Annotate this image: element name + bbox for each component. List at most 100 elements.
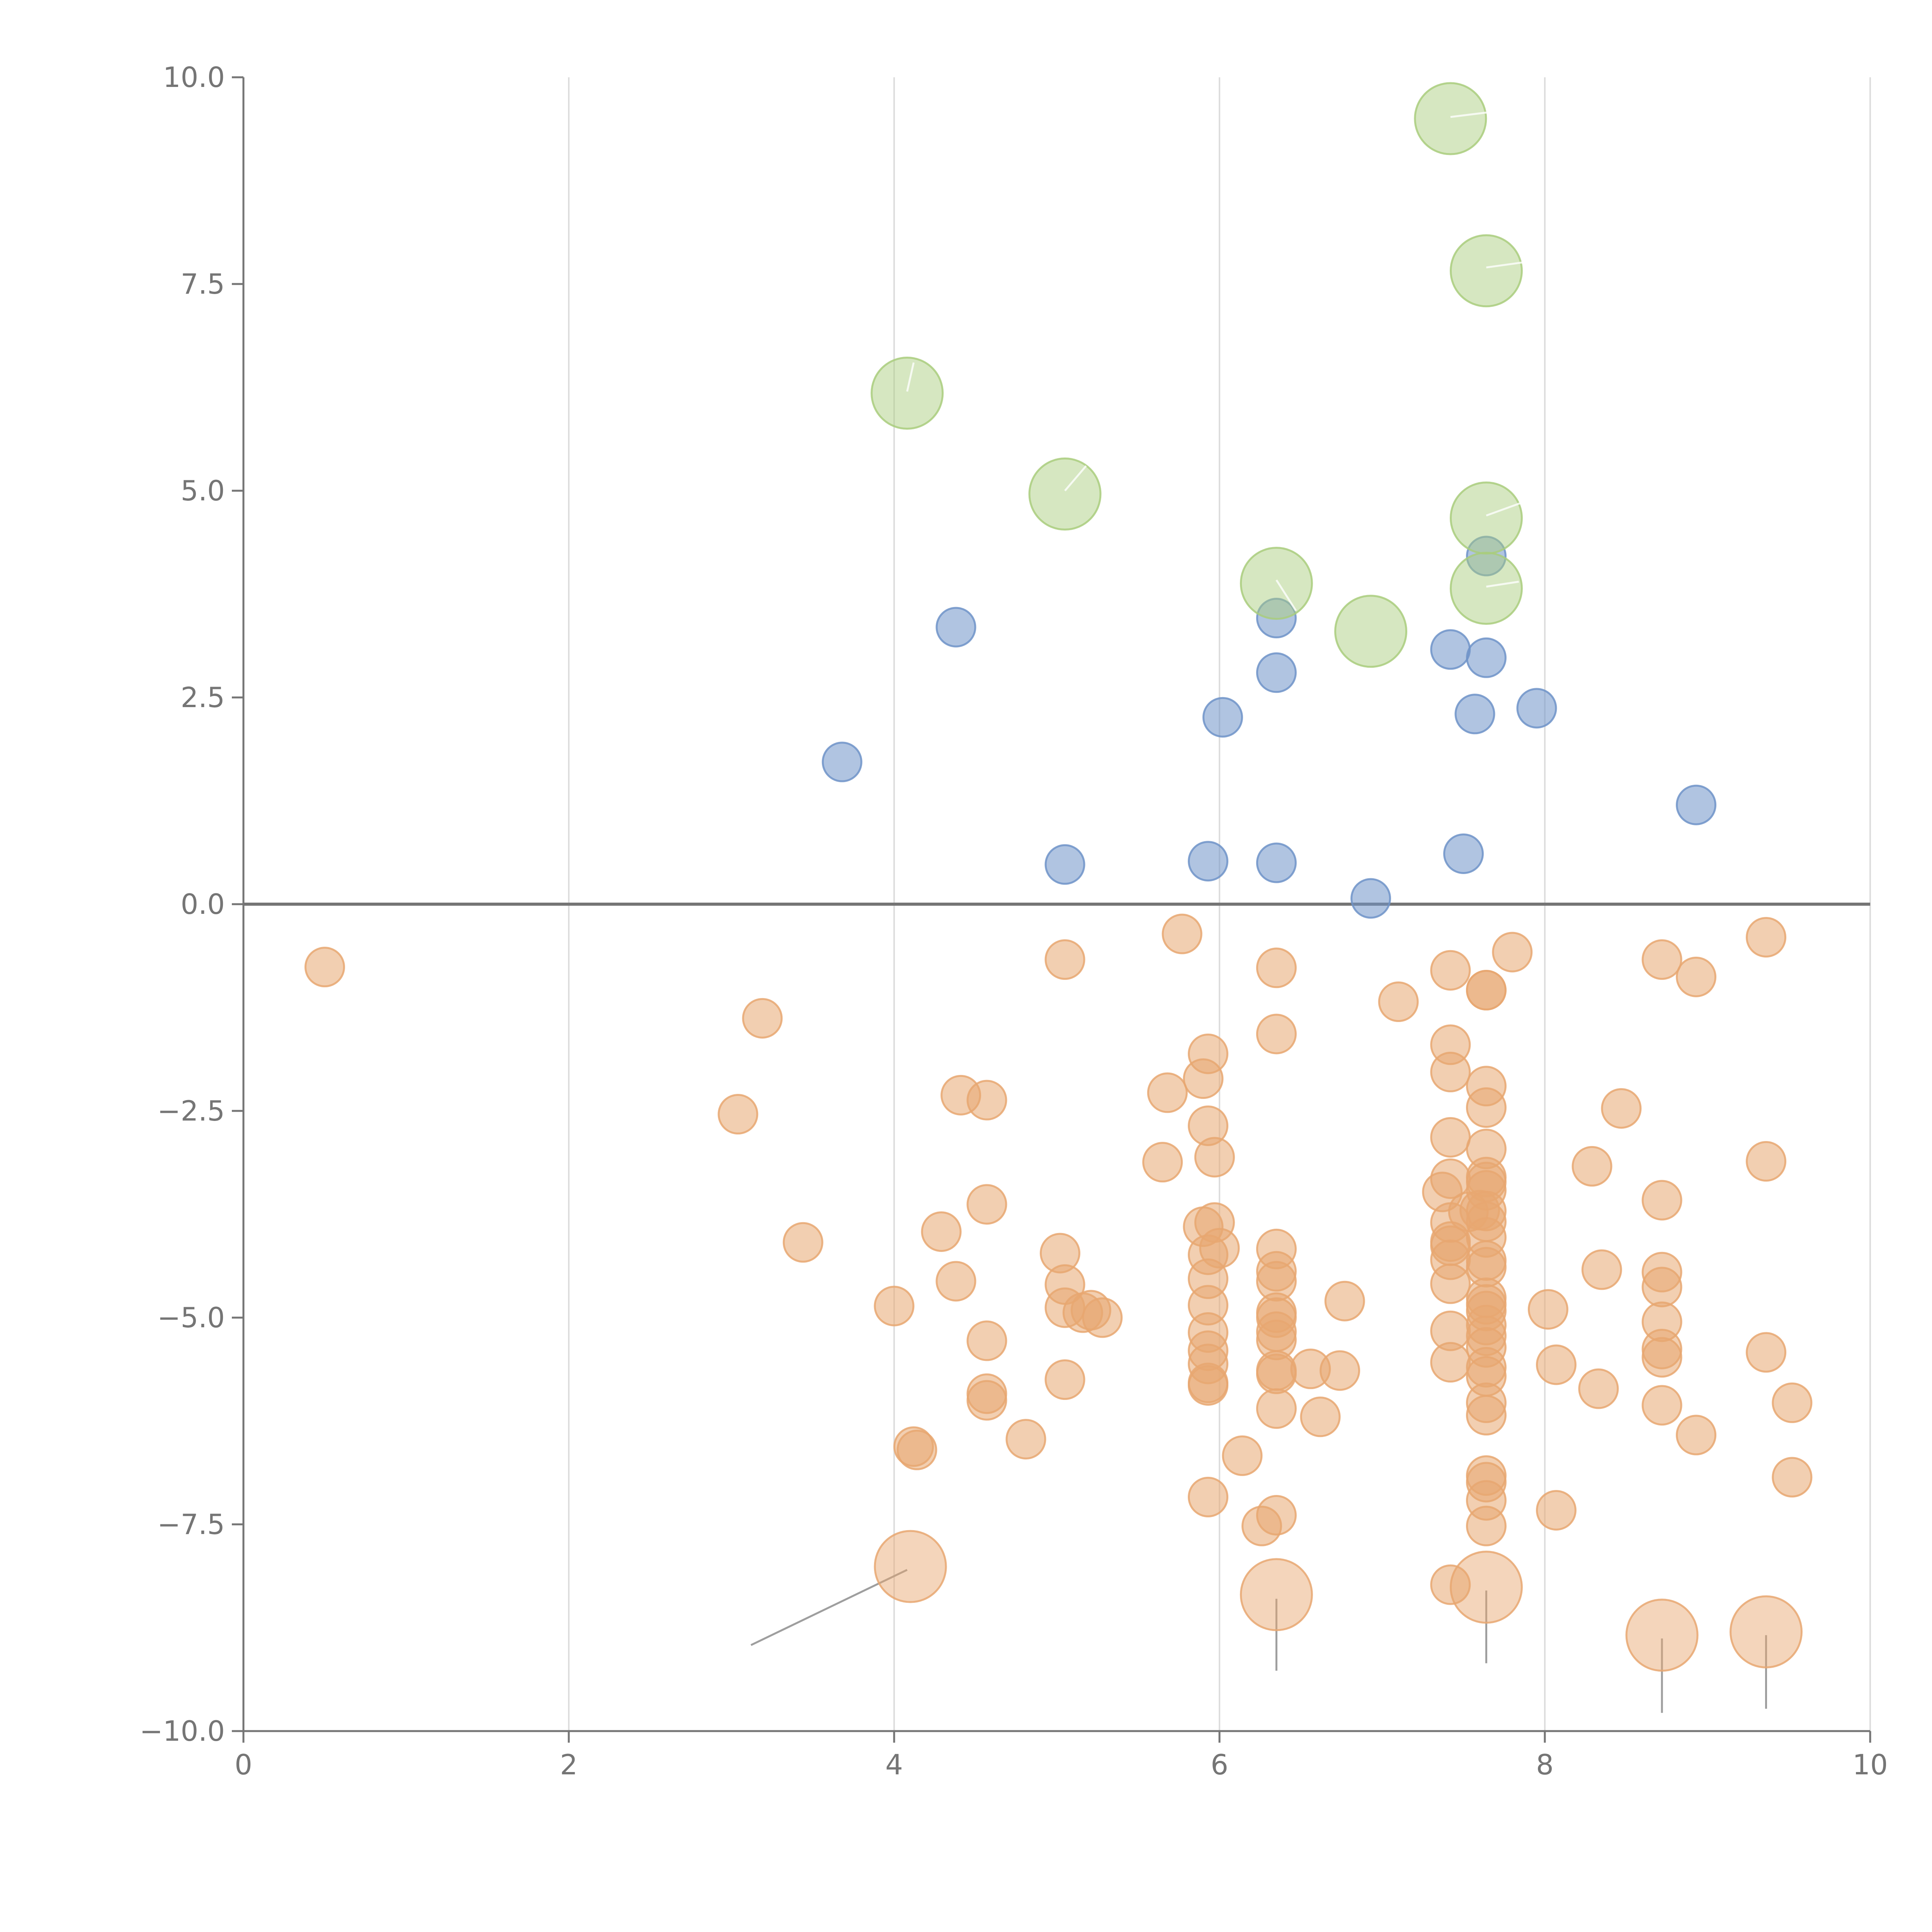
annotation-leaders-light <box>906 109 1522 611</box>
point-positive-small-6 <box>1256 652 1297 693</box>
point-positive-large-7 <box>1334 595 1408 668</box>
annotation-leader-5 <box>1450 109 1505 118</box>
point-negative-small-111 <box>1578 1368 1619 1409</box>
point-positive-small-1 <box>821 742 862 782</box>
point-negative-large-4 <box>1730 1595 1803 1668</box>
point-positive-small-0 <box>935 607 976 648</box>
point-negative-small-107 <box>1527 1289 1568 1330</box>
point-negative-small-43 <box>1222 1435 1263 1476</box>
point-negative-small-59 <box>1300 1396 1341 1437</box>
point-negative-small-124 <box>1746 917 1787 958</box>
x-tick-label-4: 8 <box>1536 1748 1554 1781</box>
point-positive-small-15 <box>1466 536 1507 577</box>
point-negative-small-128 <box>1772 1457 1813 1498</box>
point-negative-small-117 <box>1641 1267 1682 1308</box>
point-negative-small-30 <box>1194 1137 1235 1178</box>
point-negative-small-60 <box>1320 1350 1361 1391</box>
annotation-leader-0 <box>750 1569 908 1646</box>
annotation-leader-9 <box>1486 502 1521 517</box>
point-negative-small-45 <box>1256 947 1297 988</box>
point-negative-small-61 <box>1324 1281 1365 1321</box>
point-positive-small-14 <box>1676 784 1717 825</box>
y-axis-ticks: 10.0 7.5 5.0 2.5 0.0 −2.5 −5.0 −7.5 −10.0 <box>139 61 243 1747</box>
point-negative-small-57 <box>1256 1495 1297 1536</box>
point-negative-large-1 <box>1240 1558 1313 1631</box>
y-tick-label-0: 10.0 <box>163 61 225 94</box>
point-negative-small-25 <box>1147 1072 1188 1113</box>
annotation-leader-10 <box>1276 579 1297 611</box>
point-positive-small-13 <box>1443 833 1484 874</box>
point-negative-small-12 <box>966 1320 1007 1361</box>
point-negative-small-3 <box>782 1222 823 1263</box>
point-negative-small-11 <box>966 1184 1007 1225</box>
point-negative-small-105 <box>1466 1505 1507 1546</box>
point-negative-small-64 <box>1430 950 1471 991</box>
point-negative-small-62 <box>1378 981 1419 1022</box>
point-negative-small-82 <box>1466 1087 1507 1128</box>
point-negative-small-101 <box>1466 1395 1507 1436</box>
point-negative-small-2 <box>718 1094 759 1135</box>
point-negative-small-80 <box>1466 970 1507 1011</box>
point-negative-small-67 <box>1430 1117 1471 1158</box>
point-negative-small-122 <box>1676 956 1717 997</box>
data-points <box>304 82 1813 1672</box>
x-axis-ticks: 0 2 4 6 8 10 <box>235 1731 1888 1781</box>
annotation-leaders-dark <box>750 1569 1767 1713</box>
point-negative-small-46 <box>1256 1014 1297 1054</box>
point-negative-small-55 <box>1256 1354 1297 1395</box>
point-negative-small-56 <box>1256 1388 1297 1429</box>
point-negative-small-108 <box>1536 1344 1577 1385</box>
y-tick-label-6: −5.0 <box>157 1301 225 1334</box>
point-negative-small-0 <box>304 947 345 988</box>
x-tick-label-1: 2 <box>560 1748 578 1781</box>
point-negative-small-20 <box>1044 1359 1085 1400</box>
point-positive-small-3 <box>1188 841 1229 882</box>
point-positive-small-10 <box>1466 637 1507 678</box>
x-tick-label-0: 0 <box>235 1748 252 1781</box>
y-tick-label-8: −10.0 <box>139 1715 225 1747</box>
point-negative-large-3 <box>1625 1599 1699 1672</box>
point-positive-large-3 <box>1028 457 1102 531</box>
point-positive-small-9 <box>1430 629 1471 670</box>
point-positive-large-6 <box>1449 552 1523 625</box>
x-tick-label-3: 6 <box>1211 1748 1228 1781</box>
x-tick-label-5: 10 <box>1852 1748 1888 1781</box>
point-negative-small-16 <box>1044 939 1085 980</box>
annotation-leader-7 <box>906 362 915 392</box>
point-negative-small-28 <box>1183 1058 1224 1099</box>
point-positive-small-11 <box>1454 694 1495 735</box>
point-negative-small-75 <box>1430 1342 1471 1383</box>
point-negative-small-41 <box>1188 1365 1229 1406</box>
point-negative-small-7 <box>921 1211 962 1252</box>
y-tick-label-4: 0.0 <box>180 888 225 920</box>
y-tick-label-2: 5.0 <box>180 474 225 507</box>
point-negative-small-127 <box>1772 1382 1813 1423</box>
point-positive-large-0 <box>1414 82 1487 155</box>
point-positive-small-7 <box>1256 842 1297 883</box>
point-negative-small-121 <box>1641 1385 1682 1426</box>
y-tick-label-1: 7.5 <box>180 268 225 300</box>
y-tick-label-3: 2.5 <box>180 681 225 714</box>
point-positive-large-1 <box>1449 234 1523 308</box>
point-negative-small-115 <box>1641 1180 1682 1221</box>
point-negative-small-14 <box>966 1380 1007 1421</box>
point-negative-large-2 <box>1449 1551 1523 1624</box>
y-tick-label-7: −7.5 <box>157 1508 225 1541</box>
point-negative-small-42 <box>1188 1476 1229 1517</box>
x-tick-label-2: 4 <box>885 1748 903 1781</box>
point-positive-large-4 <box>1449 481 1523 555</box>
point-negative-small-110 <box>1571 1146 1612 1187</box>
point-negative-small-126 <box>1746 1332 1787 1373</box>
point-negative-small-26 <box>1162 913 1202 954</box>
y-tick-label-5: −2.5 <box>157 1095 225 1127</box>
point-negative-large-0 <box>874 1530 947 1603</box>
point-negative-small-120 <box>1641 1337 1682 1378</box>
point-positive-large-2 <box>871 356 944 430</box>
point-negative-small-6 <box>893 1426 934 1467</box>
point-positive-small-4 <box>1202 697 1243 738</box>
point-negative-small-1 <box>742 998 783 1039</box>
annotation-leader-11 <box>1486 580 1519 588</box>
point-negative-small-109 <box>1536 1490 1577 1531</box>
point-negative-small-106 <box>1492 932 1533 973</box>
